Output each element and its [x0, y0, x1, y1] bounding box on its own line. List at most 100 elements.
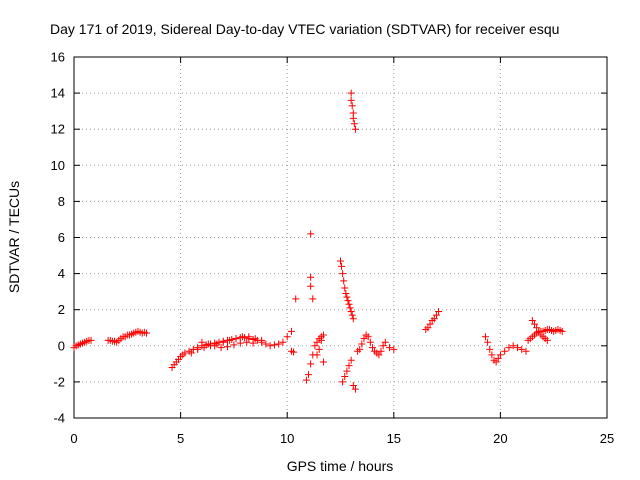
y-tick-label: 2 — [58, 302, 65, 317]
data-point — [319, 358, 327, 366]
data-point — [344, 297, 352, 305]
data-point — [187, 349, 195, 357]
y-tick-label: 0 — [58, 338, 65, 353]
data-point — [509, 342, 517, 350]
data-point — [505, 344, 513, 352]
data-point — [236, 339, 244, 347]
data-point — [249, 339, 257, 347]
chart-title: Day 171 of 2019, Sidereal Day-to-day VTE… — [50, 21, 559, 37]
x-tick-label: 10 — [280, 431, 294, 446]
data-point — [486, 345, 494, 353]
data-point — [350, 120, 358, 128]
x-tick-label: 5 — [177, 431, 184, 446]
y-tick-label: -2 — [53, 374, 65, 389]
data-point — [307, 273, 315, 281]
data-point — [345, 362, 353, 370]
data-point — [238, 333, 246, 341]
axis-ticks: 0 5 10 15 20 25 -4 -2 0 2 4 6 8 10 12 14 16 — [51, 50, 615, 447]
series-arc-1.6 — [104, 327, 150, 346]
series-arc-4.6 — [168, 327, 295, 371]
data-point — [528, 317, 536, 325]
data-point — [531, 320, 539, 328]
data-point — [347, 89, 355, 97]
series-arc-6.0 — [198, 338, 257, 352]
data-point — [349, 114, 357, 122]
x-tick-label: 20 — [493, 431, 507, 446]
data-point — [375, 351, 383, 359]
data-point — [258, 336, 266, 344]
data-point — [496, 351, 504, 359]
y-tick-label: 14 — [51, 86, 65, 101]
y-tick-label: -4 — [53, 411, 65, 426]
x-tick-label: 0 — [70, 431, 77, 446]
data-point — [219, 338, 227, 346]
data-point — [543, 336, 551, 344]
data-point — [217, 344, 225, 352]
data-point — [358, 340, 366, 348]
data-point — [343, 293, 351, 301]
data-point — [87, 336, 95, 344]
data-point — [351, 385, 359, 393]
y-tick-label: 6 — [58, 230, 65, 245]
data-point — [342, 289, 350, 297]
data-point — [194, 345, 202, 353]
data-point — [518, 345, 526, 353]
data-point — [492, 358, 500, 366]
data-point — [488, 351, 496, 359]
gridlines — [74, 57, 607, 418]
series-arc-11.0 — [302, 333, 327, 384]
y-tick-label: 4 — [58, 266, 65, 281]
data-point — [347, 356, 355, 364]
data-point — [347, 96, 355, 104]
data-point — [243, 338, 251, 346]
data-point — [432, 311, 440, 319]
data-point — [348, 102, 356, 110]
data-point — [339, 378, 347, 386]
series-arc-5.5 — [187, 333, 266, 357]
data-point — [275, 340, 283, 348]
data-point — [522, 347, 530, 355]
data-point — [287, 327, 295, 335]
data-point — [347, 308, 355, 316]
series-arc-12.6 — [339, 356, 359, 393]
y-tick-label: 16 — [51, 50, 65, 65]
x-axis-title: GPS time / hours — [287, 458, 394, 474]
data-point — [315, 345, 323, 353]
data-point — [211, 342, 219, 350]
data-point — [494, 354, 502, 362]
data-point — [224, 343, 232, 351]
data-point — [501, 347, 509, 355]
data-point — [345, 300, 353, 308]
data-point — [302, 376, 310, 384]
data-point — [319, 331, 327, 339]
series-arc-13.3 — [354, 331, 398, 359]
data-point — [430, 315, 438, 323]
data-point — [313, 338, 321, 346]
data-point — [279, 338, 287, 346]
data-point — [533, 324, 541, 332]
y-tick-label: 12 — [51, 122, 65, 137]
series-arc-11.1 — [307, 230, 317, 303]
data-point — [386, 344, 394, 352]
data-point — [340, 277, 348, 285]
data-point — [198, 338, 206, 346]
x-tick-label: 25 — [600, 431, 614, 446]
data-point — [142, 329, 150, 337]
data-point — [349, 315, 357, 323]
data-point — [349, 382, 357, 390]
data-point — [307, 282, 315, 290]
data-point — [232, 335, 240, 343]
data-point — [317, 336, 325, 344]
data-point — [424, 324, 432, 332]
data-point — [337, 257, 344, 265]
data-point — [262, 340, 270, 348]
data-point — [245, 333, 253, 341]
data-point — [338, 262, 346, 270]
y-tick-label: 10 — [51, 158, 65, 173]
data-point — [341, 284, 349, 292]
data-point — [292, 295, 300, 303]
data-point — [181, 349, 189, 357]
series-arc-16.6 — [422, 308, 443, 334]
plot-frame — [73, 56, 608, 419]
data-point — [313, 351, 321, 359]
